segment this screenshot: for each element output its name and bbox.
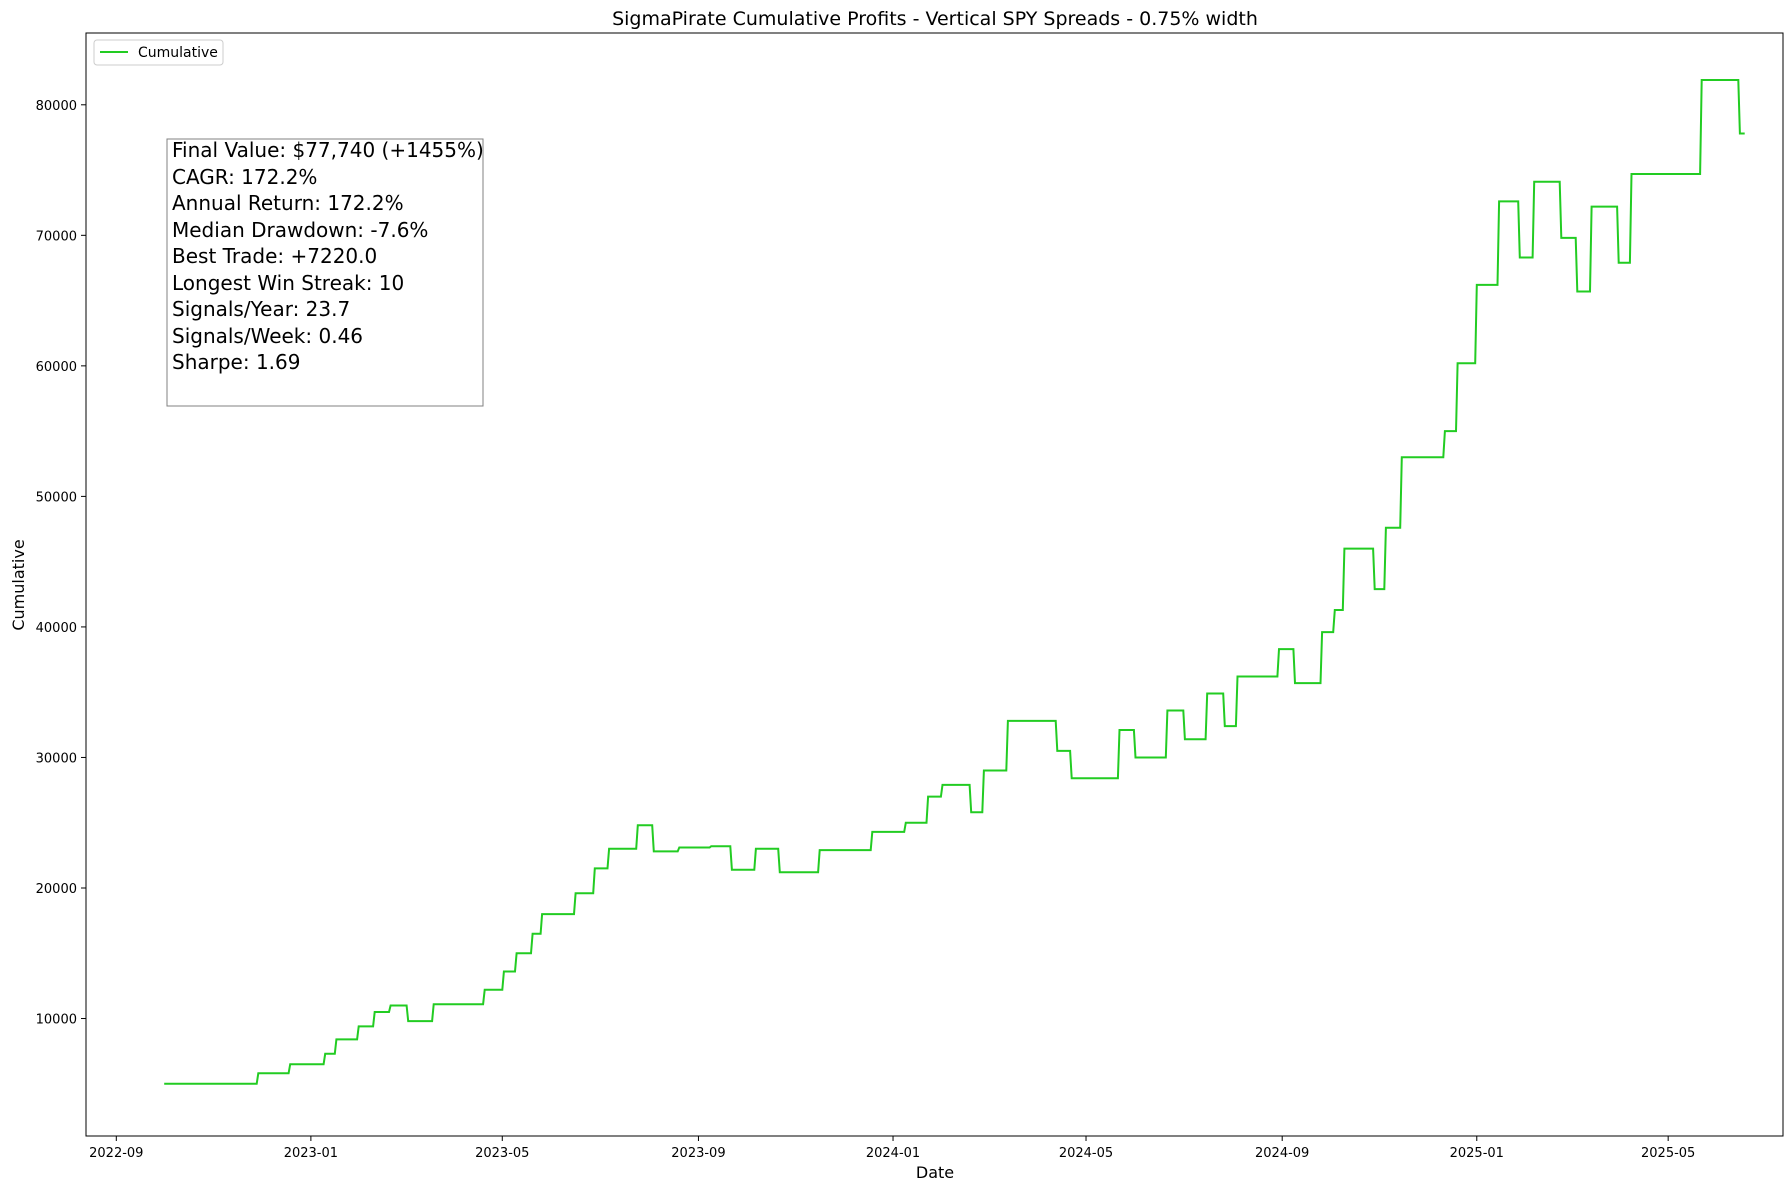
chart-title: SigmaPirate Cumulative Profits - Vertica… (612, 8, 1258, 30)
x-tick-label: 2024-01 (866, 1146, 920, 1161)
stat-best-trade: Best Trade: +7220.0 (172, 244, 377, 268)
stat-final-value: Final Value: $77,740 (+1455%) (172, 138, 484, 162)
x-tick-label: 2023-01 (284, 1146, 338, 1161)
stat-annual-return: Annual Return: 172.2% (172, 191, 404, 215)
stat-longest-win-streak: Longest Win Streak: 10 (172, 271, 404, 295)
y-tick-label: 80000 (36, 99, 77, 114)
y-tick-label: 60000 (36, 360, 77, 375)
legend: Cumulative (93, 39, 224, 66)
x-tick-label: 2022-09 (89, 1146, 143, 1161)
legend-frame (93, 39, 224, 66)
y-tick-label: 20000 (36, 882, 77, 897)
stats-box-frame (166, 138, 484, 407)
y-tick-label: 30000 (36, 751, 77, 766)
stat-cagr: CAGR: 172.2% (172, 165, 317, 189)
y-tick-label: 40000 (36, 621, 77, 636)
y-axis-label: Cumulative (9, 539, 28, 630)
y-tick-label: 70000 (36, 229, 77, 244)
x-tick-label: 2023-09 (671, 1146, 725, 1161)
legend-label-cumulative: Cumulative (138, 45, 218, 61)
y-tick-label: 10000 (36, 1013, 77, 1028)
y-axis: 10000 20000 30000 40000 50000 60000 70000 80000 (36, 99, 86, 1028)
x-axis-label: Date (916, 1163, 954, 1182)
x-tick-label: 2024-09 (1255, 1146, 1309, 1161)
x-tick-label: 2025-01 (1450, 1146, 1504, 1161)
y-tick-label: 50000 (36, 490, 77, 505)
stats-box: Final Value: $77,740 (+1455%) CAGR: 172.… (166, 138, 484, 407)
plot-frame (85, 32, 1784, 1137)
stat-median-drawdown: Median Drawdown: -7.6% (172, 218, 428, 242)
x-tick-label: 2023-05 (475, 1146, 529, 1161)
x-axis: 2022-09 2023-01 2023-05 2023-09 2024-01 2024-… (89, 1136, 1695, 1161)
x-tick-label: 2025-05 (1641, 1146, 1695, 1161)
stat-signals-per-week: Signals/Week: 0.46 (172, 324, 363, 348)
stat-sharpe: Sharpe: 1.69 (172, 350, 300, 374)
series-line-cumulative (164, 79, 1745, 1085)
x-tick-label: 2024-05 (1059, 1146, 1113, 1161)
stat-signals-per-year: Signals/Year: 23.7 (172, 297, 350, 321)
plot-area: 2022-09 2023-01 2023-05 2023-09 2024-01 2024-… (36, 32, 1784, 1161)
